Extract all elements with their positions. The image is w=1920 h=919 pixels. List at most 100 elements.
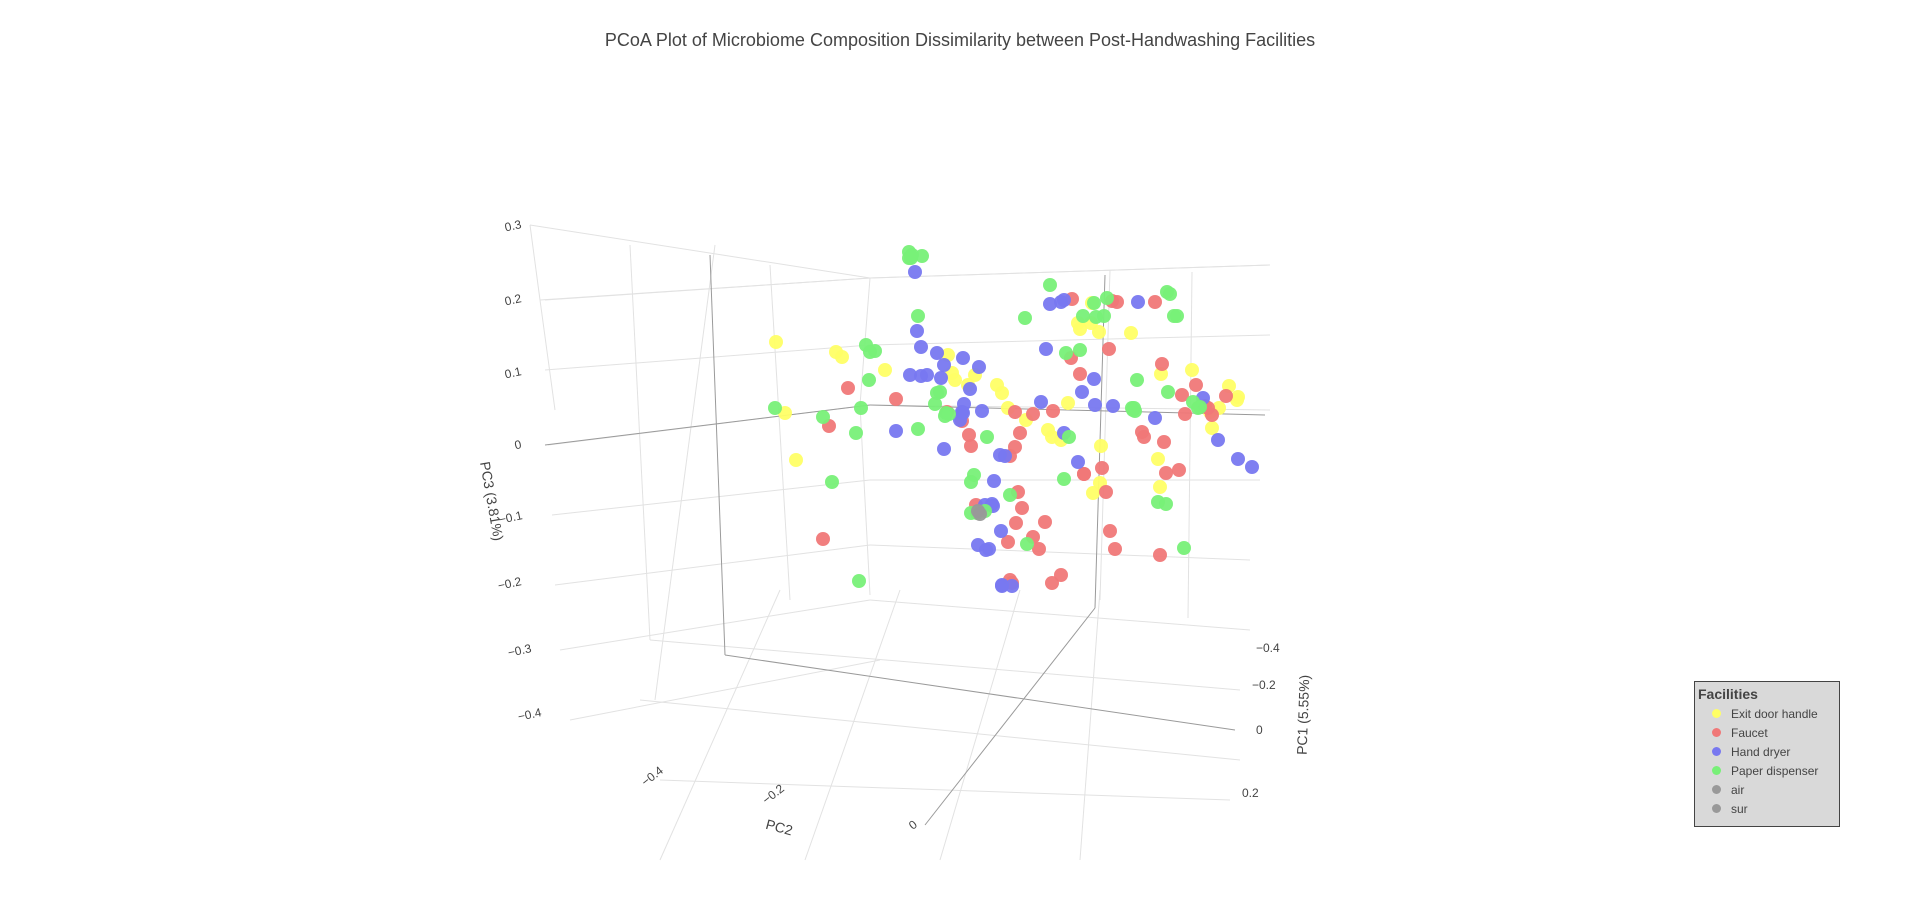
point-paper-dispenser[interactable] (1018, 311, 1032, 325)
point-faucet[interactable] (1103, 524, 1117, 538)
point-faucet[interactable] (1137, 430, 1151, 444)
point-paper-dispenser[interactable] (852, 574, 866, 588)
point-paper-dispenser[interactable] (1043, 278, 1057, 292)
point-hand-dryer[interactable] (987, 474, 1001, 488)
point-hand-dryer[interactable] (994, 524, 1008, 538)
point-hand-dryer[interactable] (937, 358, 951, 372)
point-sur[interactable] (973, 507, 987, 521)
point-faucet[interactable] (1046, 404, 1060, 418)
point-hand-dryer[interactable] (972, 360, 986, 374)
point-faucet[interactable] (1077, 467, 1091, 481)
point-exit-door-handle[interactable] (1153, 480, 1167, 494)
point-exit-door-handle[interactable] (1061, 396, 1075, 410)
point-faucet[interactable] (841, 381, 855, 395)
point-hand-dryer[interactable] (956, 351, 970, 365)
point-paper-dispenser[interactable] (905, 248, 919, 262)
point-hand-dryer[interactable] (1231, 452, 1245, 466)
point-paper-dispenser[interactable] (768, 401, 782, 415)
point-faucet[interactable] (1172, 463, 1186, 477)
point-paper-dispenser[interactable] (964, 475, 978, 489)
point-hand-dryer[interactable] (889, 424, 903, 438)
point-faucet[interactable] (1099, 485, 1113, 499)
point-paper-dispenser[interactable] (863, 345, 877, 359)
data-points[interactable] (768, 245, 1259, 593)
point-faucet[interactable] (1159, 466, 1173, 480)
point-paper-dispenser[interactable] (816, 410, 830, 424)
point-hand-dryer[interactable] (1087, 372, 1101, 386)
point-exit-door-handle[interactable] (1230, 393, 1244, 407)
point-paper-dispenser[interactable] (933, 385, 947, 399)
point-faucet[interactable] (1189, 378, 1203, 392)
point-paper-dispenser[interactable] (1073, 343, 1087, 357)
point-hand-dryer[interactable] (1131, 295, 1145, 309)
point-faucet[interactable] (1073, 367, 1087, 381)
point-hand-dryer[interactable] (934, 371, 948, 385)
point-hand-dryer[interactable] (1106, 399, 1120, 413)
point-hand-dryer[interactable] (1039, 342, 1053, 356)
point-faucet[interactable] (962, 428, 976, 442)
point-paper-dispenser[interactable] (1177, 541, 1191, 555)
point-paper-dispenser[interactable] (1062, 430, 1076, 444)
point-paper-dispenser[interactable] (1170, 309, 1184, 323)
point-hand-dryer[interactable] (971, 538, 985, 552)
point-faucet[interactable] (964, 439, 978, 453)
point-hand-dryer[interactable] (903, 368, 917, 382)
point-hand-dryer[interactable] (1071, 455, 1085, 469)
point-hand-dryer[interactable] (1034, 395, 1048, 409)
point-faucet[interactable] (889, 392, 903, 406)
point-hand-dryer[interactable] (963, 382, 977, 396)
point-paper-dispenser[interactable] (1003, 488, 1017, 502)
legend-item[interactable]: Exit door handle (1698, 704, 1836, 723)
point-paper-dispenser[interactable] (825, 475, 839, 489)
point-faucet[interactable] (1155, 357, 1169, 371)
legend-item[interactable]: Paper dispenser (1698, 761, 1836, 780)
point-exit-door-handle[interactable] (1124, 326, 1138, 340)
point-hand-dryer[interactable] (1211, 433, 1225, 447)
point-paper-dispenser[interactable] (1130, 373, 1144, 387)
point-faucet[interactable] (1219, 389, 1233, 403)
point-paper-dispenser[interactable] (849, 426, 863, 440)
point-faucet[interactable] (1095, 461, 1109, 475)
point-faucet[interactable] (1008, 440, 1022, 454)
point-faucet[interactable] (1026, 407, 1040, 421)
point-faucet[interactable] (1009, 516, 1023, 530)
point-faucet[interactable] (1102, 342, 1116, 356)
point-faucet[interactable] (1001, 535, 1015, 549)
point-exit-door-handle[interactable] (1094, 439, 1108, 453)
point-paper-dispenser[interactable] (938, 409, 952, 423)
point-faucet[interactable] (1013, 426, 1027, 440)
point-faucet[interactable] (1205, 408, 1219, 422)
point-exit-door-handle[interactable] (789, 453, 803, 467)
point-faucet[interactable] (816, 532, 830, 546)
point-exit-door-handle[interactable] (1205, 421, 1219, 435)
point-paper-dispenser[interactable] (911, 422, 925, 436)
point-paper-dispenser[interactable] (1097, 309, 1111, 323)
point-hand-dryer[interactable] (937, 442, 951, 456)
point-exit-door-handle[interactable] (948, 373, 962, 387)
point-exit-door-handle[interactable] (1092, 325, 1106, 339)
point-hand-dryer[interactable] (956, 406, 970, 420)
point-exit-door-handle[interactable] (769, 335, 783, 349)
point-hand-dryer[interactable] (910, 324, 924, 338)
point-exit-door-handle[interactable] (878, 363, 892, 377)
point-paper-dispenser[interactable] (1151, 495, 1165, 509)
point-paper-dispenser[interactable] (911, 309, 925, 323)
point-hand-dryer[interactable] (1245, 460, 1259, 474)
legend-item[interactable]: air (1698, 780, 1836, 799)
point-faucet[interactable] (1038, 515, 1052, 529)
point-exit-door-handle[interactable] (995, 386, 1009, 400)
point-hand-dryer[interactable] (908, 265, 922, 279)
point-paper-dispenser[interactable] (980, 430, 994, 444)
point-hand-dryer[interactable] (975, 404, 989, 418)
point-paper-dispenser[interactable] (1163, 287, 1177, 301)
point-hand-dryer[interactable] (1057, 293, 1071, 307)
point-faucet[interactable] (1175, 388, 1189, 402)
legend-item[interactable]: Hand dryer (1698, 742, 1836, 761)
point-faucet[interactable] (1153, 548, 1167, 562)
point-paper-dispenser[interactable] (928, 397, 942, 411)
point-paper-dispenser[interactable] (1100, 291, 1114, 305)
point-hand-dryer[interactable] (982, 542, 996, 556)
point-hand-dryer[interactable] (995, 578, 1009, 592)
point-faucet[interactable] (1045, 576, 1059, 590)
